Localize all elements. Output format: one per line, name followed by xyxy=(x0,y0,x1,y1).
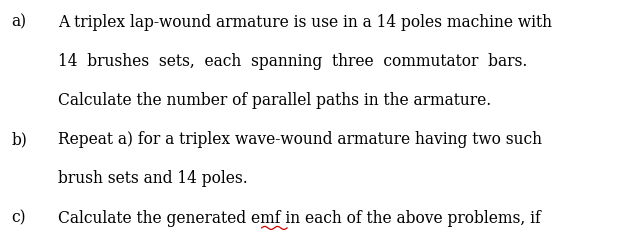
Text: A triplex lap-wound armature is use in a 14 poles machine with: A triplex lap-wound armature is use in a… xyxy=(58,14,552,31)
Text: b): b) xyxy=(11,131,27,148)
Text: Calculate the number of parallel paths in the armature.: Calculate the number of parallel paths i… xyxy=(58,92,491,109)
Text: brush sets and 14 poles.: brush sets and 14 poles. xyxy=(58,170,248,187)
Text: a): a) xyxy=(11,14,26,31)
Text: Calculate the generated emf in each of the above problems, if: Calculate the generated emf in each of t… xyxy=(58,210,541,227)
Text: 14  brushes  sets,  each  spanning  three  commutator  bars.: 14 brushes sets, each spanning three com… xyxy=(58,53,528,70)
Text: Repeat a) for a triplex wave-wound armature having two such: Repeat a) for a triplex wave-wound armat… xyxy=(58,131,542,148)
Text: c): c) xyxy=(11,210,26,227)
